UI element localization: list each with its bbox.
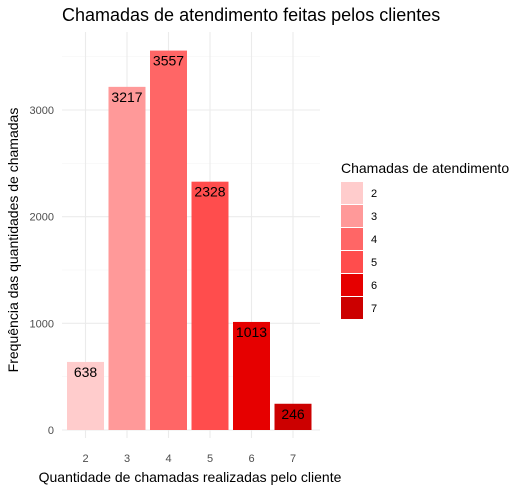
bar-6 [233, 321, 270, 430]
bar-5 [191, 181, 229, 430]
x-tick-label: 3 [124, 453, 130, 465]
x-axis-title: Quantidade de chamadas realizadas pelo c… [39, 469, 342, 485]
x-tick-label: 4 [165, 453, 171, 465]
x-tick-label: 6 [248, 453, 254, 465]
y-tick-label: 3000 [30, 105, 54, 117]
legend-label: 4 [371, 234, 377, 246]
legend-swatch-7 [341, 297, 363, 319]
legend-label: 6 [371, 280, 377, 292]
bar-3 [108, 86, 146, 430]
legend-swatch-5 [341, 251, 363, 273]
legend: Chamadas de atendimento 2 3 4 5 6 7 [341, 160, 509, 319]
data-label: 3557 [153, 53, 184, 69]
data-label: 1013 [236, 324, 267, 340]
x-tick-label: 5 [207, 453, 213, 465]
data-label: 2328 [194, 184, 225, 200]
legend-swatch-2 [341, 182, 363, 204]
y-tick-label: 1000 [30, 318, 54, 330]
legend-label: 2 [371, 188, 377, 200]
y-axis-title: Frequência das quantidades de chamadas [5, 108, 21, 373]
data-label: 3217 [111, 89, 142, 105]
legend-label: 3 [371, 211, 377, 223]
bar-2 [67, 361, 104, 430]
plot-area: 0 1000 2000 3000 638 2 3217 3 3557 4 2328 5 1013 6 246… [30, 32, 320, 465]
data-label: 246 [281, 406, 305, 422]
legend-label: 5 [371, 257, 377, 269]
chart-title: Chamadas de atendimento feitas pelos cli… [62, 5, 440, 25]
x-tick-label: 2 [82, 453, 88, 465]
data-label: 638 [74, 364, 98, 380]
x-tick-label: 7 [290, 453, 296, 465]
legend-label: 7 [371, 303, 377, 315]
bar-7 [274, 403, 312, 430]
legend-swatch-4 [341, 228, 363, 250]
legend-title: Chamadas de atendimento [341, 160, 509, 176]
y-tick-label: 2000 [30, 212, 54, 224]
legend-swatch-3 [341, 205, 363, 227]
y-tick-label: 0 [48, 425, 54, 437]
legend-swatch-6 [341, 274, 363, 296]
bar-4 [150, 50, 187, 430]
